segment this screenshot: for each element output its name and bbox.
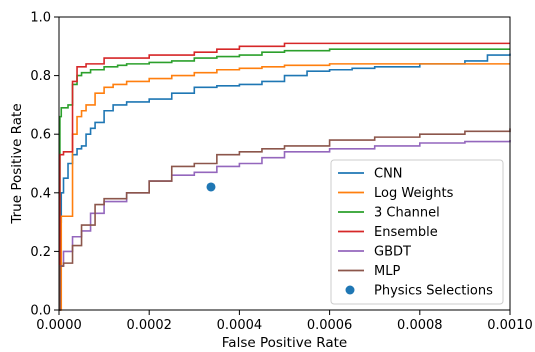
- y-tick-label: 0.4: [30, 186, 51, 201]
- y-tick-label: 0.0: [30, 304, 51, 319]
- legend-box: [330, 159, 504, 305]
- legend-label: MLP: [374, 264, 400, 279]
- x-tick-label: 0.0008: [397, 318, 443, 333]
- legend-label: Log Weights: [374, 186, 454, 201]
- x-tick-label: 0.0002: [126, 318, 172, 333]
- x-tick-label: 0.0006: [307, 318, 353, 333]
- y-axis-label: True Positive Rate: [9, 103, 25, 224]
- legend-label: GBDT: [374, 245, 411, 260]
- series-line-gbdt: [59, 140, 511, 311]
- series-line-3-channel: [59, 48, 510, 311]
- legend-marker: [345, 285, 355, 295]
- y-axis-ticks: 0.0 0.2 0.4 0.6 0.8 1.0: [30, 11, 59, 319]
- x-tick-label: 0.0010: [487, 318, 533, 333]
- x-tick-label: 0.0000: [36, 318, 82, 333]
- y-tick-label: 0.6: [30, 128, 51, 143]
- legend: CNN Log Weights 3 Channel Ensemble GBDT MLP Ph…: [330, 159, 504, 305]
- legend-label: CNN: [374, 167, 403, 182]
- series-line-mlp: [59, 128, 511, 311]
- legend-label: Ensemble: [374, 225, 438, 240]
- y-tick-label: 0.2: [30, 245, 51, 260]
- x-tick-label: 0.0004: [217, 318, 263, 333]
- plot-lines: [58, 42, 511, 311]
- series-line-ensemble: [59, 42, 510, 311]
- y-tick-label: 1.0: [30, 11, 51, 26]
- series-line-log-weights: [59, 63, 510, 311]
- y-tick-label: 0.8: [30, 69, 51, 84]
- x-axis-ticks: 0.0000 0.0002 0.0004 0.0006 0.0008 0.0010: [36, 310, 533, 333]
- axes-frame: [58, 16, 511, 311]
- x-axis-label: False Positive Rate: [222, 335, 347, 351]
- data-points: [206, 182, 216, 192]
- physics-selection-point: [206, 182, 216, 192]
- legend-label: Physics Selections: [374, 284, 493, 299]
- legend-label: 3 Channel: [374, 206, 440, 221]
